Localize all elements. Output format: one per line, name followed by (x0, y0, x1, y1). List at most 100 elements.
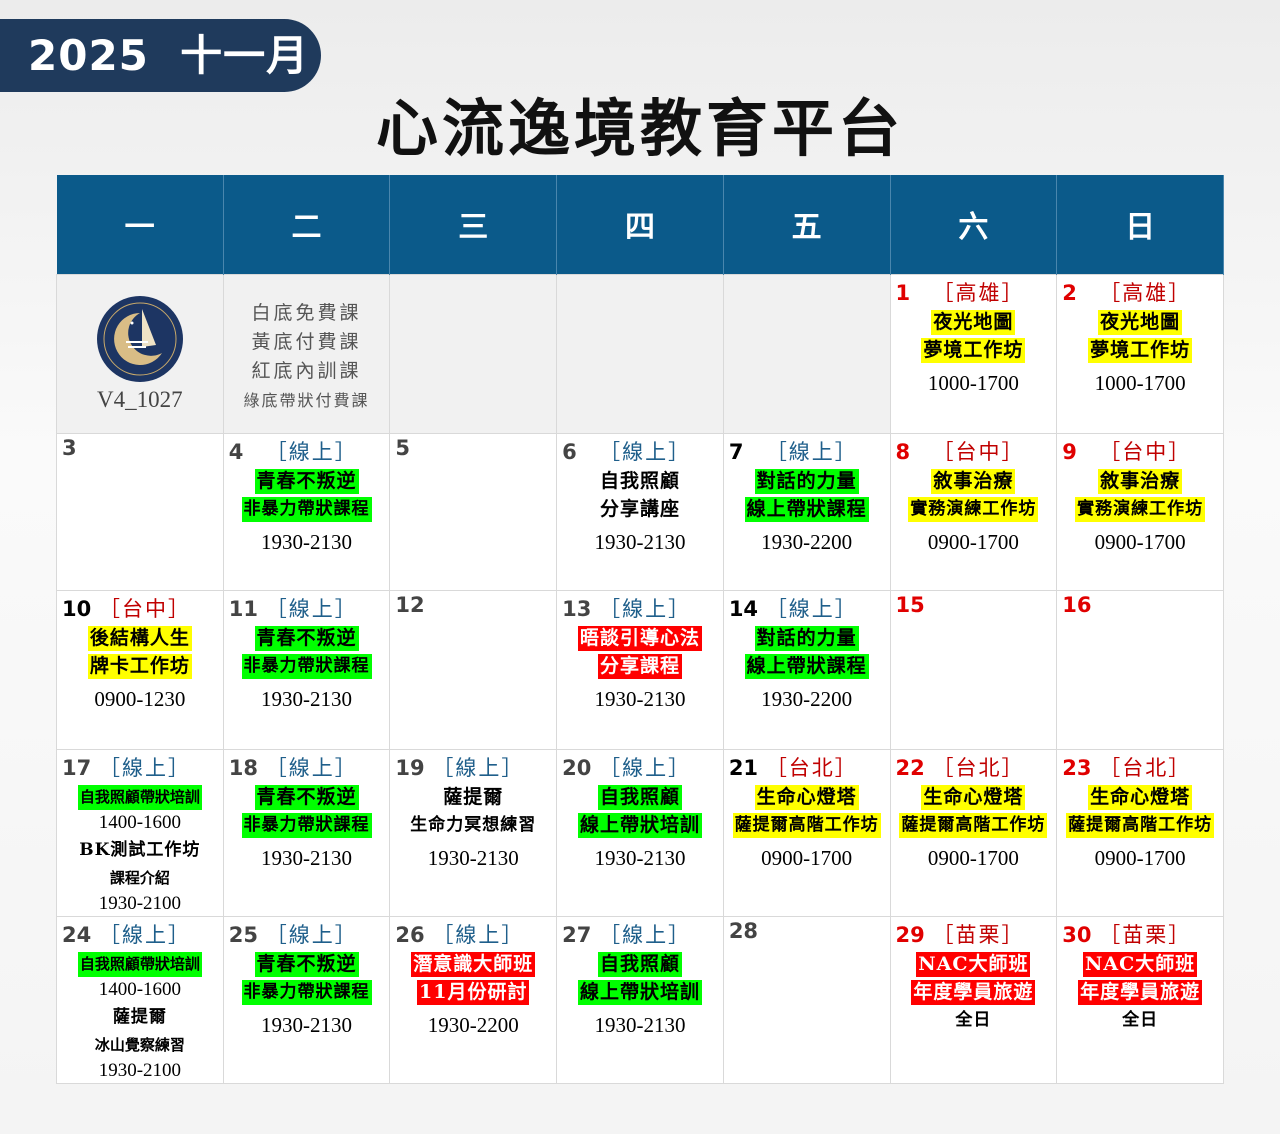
event-title[interactable]: 敘事治療 (931, 468, 1016, 494)
day-cell[interactable]: 30 ［苗栗］ NAC大師班 年度學員旅遊 全日 (1056, 915, 1224, 1084)
day-cell[interactable]: 27 ［線上］ 自我照顧 線上帶狀培訓 1930-2130 (556, 915, 724, 1084)
event-title[interactable]: 生命心燈塔 (1088, 784, 1193, 810)
day-cell[interactable]: 16 (1056, 589, 1224, 750)
event-title[interactable]: 薩提爾 (112, 1006, 167, 1027)
event-title[interactable]: 非暴力帶狀課程 (241, 653, 372, 679)
event-time: 0900-1700 (927, 845, 1019, 870)
day-cell[interactable]: 28 (722, 915, 891, 1084)
calendar-week: V4_1027 白底免費課 黃底付費課 紅底內訓課 綠底帶狀付費課 1 ［高雄］ 夜光地圖 夢境… (56, 273, 1224, 434)
day-cell[interactable]: 19 ［線上］ 薩提爾 生命力冥想練習 1930-2130 (389, 748, 558, 917)
day-cell[interactable]: 5 (389, 432, 558, 591)
day-cell[interactable]: 12 (389, 589, 558, 750)
day-cell[interactable]: 7 ［線上］ 對話的力量 線上帶狀課程 1930-2200 (722, 432, 891, 591)
event-title[interactable]: 青春不叛逆 (254, 625, 359, 651)
event-title[interactable]: 對話的力量 (754, 625, 859, 651)
date-number: 3 (62, 435, 77, 460)
event-time: 1000-1700 (1094, 370, 1186, 395)
date-number: 19 (395, 755, 425, 780)
event-title[interactable]: 晤談引導心法 (577, 625, 702, 651)
event-title[interactable]: 生命心燈塔 (754, 784, 859, 810)
event-title[interactable]: 生命心燈塔 (921, 784, 1026, 810)
event-title[interactable]: 實務演練工作坊 (908, 496, 1039, 522)
event-time: 0900-1700 (761, 845, 853, 870)
event-title[interactable]: 年度學員旅遊 (911, 979, 1036, 1005)
day-cell[interactable]: 23 ［台北］ 生命心燈塔 薩提爾高階工作坊 0900-1700 (1056, 748, 1224, 917)
location-tag: ［台北］ (932, 755, 1025, 780)
event-title[interactable]: 夜光地圖 (931, 309, 1016, 335)
event-title[interactable]: 潛意識大師班 (411, 951, 536, 977)
day-cell[interactable]: 17 ［線上］ 自我照顧帶狀培訓 1400-1600 BK測試工作坊 課程介紹 1930-2… (56, 748, 224, 917)
legend-item: 黃底付費課 (251, 330, 362, 353)
event-title[interactable]: NAC大師班 (1082, 951, 1198, 977)
event-time: 1930-2130 (427, 845, 519, 870)
event-title[interactable]: 冰山覺察練習 (94, 1035, 185, 1054)
event-title[interactable]: 牌卡工作坊 (87, 653, 192, 679)
event-title[interactable]: 薩提爾高階工作坊 (732, 812, 881, 838)
event-title[interactable]: 青春不叛逆 (254, 951, 359, 977)
event-title[interactable]: 敘事治療 (1098, 468, 1183, 494)
event-title[interactable]: 自我照顧帶狀培訓 (77, 951, 202, 977)
day-cell[interactable]: 26 ［線上］ 潛意識大師班 11月份研討 1930-2200 (389, 915, 558, 1084)
event-title[interactable]: 課程介紹 (109, 868, 170, 887)
event-title[interactable]: 年度學員旅遊 (1078, 979, 1203, 1005)
event-title[interactable]: 實務演練工作坊 (1075, 496, 1206, 522)
event-title[interactable]: 自我照顧 (599, 469, 680, 492)
event-title[interactable]: 非暴力帶狀課程 (241, 496, 372, 522)
day-cell[interactable]: 18 ［線上］ 青春不叛逆 非暴力帶狀課程 1930-2130 (222, 748, 391, 917)
event-title[interactable]: 線上帶狀課程 (744, 496, 869, 522)
event-title[interactable]: 分享課程 (597, 653, 682, 679)
event-title[interactable]: 對話的力量 (754, 468, 859, 494)
day-header: 1 ［高雄］ (893, 275, 1055, 307)
day-cell[interactable]: 20 ［線上］ 自我照顧 線上帶狀培訓 1930-2130 (556, 748, 724, 917)
day-cell[interactable]: 25 ［線上］ 青春不叛逆 非暴力帶狀課程 1930-2130 (222, 915, 391, 1084)
day-cell[interactable]: 14 ［線上］ 對話的力量 線上帶狀課程 1930-2200 (722, 589, 891, 750)
event-title[interactable]: 自我照顧 (597, 784, 682, 810)
day-cell[interactable]: 2 ［高雄］ 夜光地圖 夢境工作坊 1000-1700 (1056, 273, 1224, 434)
day-cell[interactable]: 22 ［台北］ 生命心燈塔 薩提爾高階工作坊 0900-1700 (889, 748, 1058, 917)
day-cell[interactable]: 24 ［線上］ 自我照顧帶狀培訓 1400-1600 薩提爾 冰山覺察練習 1930-210… (56, 915, 224, 1084)
event-title[interactable]: 後結構人生 (87, 625, 192, 651)
day-cell[interactable]: 8 ［台中］ 敘事治療 實務演練工作坊 0900-1700 (889, 432, 1058, 591)
event-title[interactable]: 全日 (1122, 1009, 1159, 1030)
event-title[interactable]: 非暴力帶狀課程 (241, 812, 372, 838)
day-header: 12 (392, 591, 554, 623)
event-title[interactable]: 線上帶狀培訓 (577, 812, 702, 838)
day-cell[interactable]: 4 ［線上］ 青春不叛逆 非暴力帶狀課程 1930-2130 (222, 432, 391, 591)
event-title[interactable]: 薩提爾 (443, 785, 504, 808)
event-title[interactable]: 自我照顧帶狀培訓 (77, 784, 202, 810)
event-title[interactable]: 線上帶狀課程 (744, 653, 869, 679)
event-title[interactable]: 自我照顧 (597, 951, 682, 977)
event-time: 1930-2130 (594, 529, 686, 554)
event-title[interactable]: 夢境工作坊 (1088, 337, 1193, 363)
event-title[interactable]: 夢境工作坊 (921, 337, 1026, 363)
event-time: 1930-2130 (594, 845, 686, 870)
event-title[interactable]: 線上帶狀培訓 (577, 979, 702, 1005)
date-number: 7 (728, 439, 744, 464)
day-cell[interactable]: 6 ［線上］ 自我照顧 分享講座 1930-2130 (556, 432, 724, 591)
event-title[interactable]: 青春不叛逆 (254, 468, 359, 494)
event-title[interactable]: BK測試工作坊 (79, 839, 201, 860)
date-number: 13 (562, 596, 592, 621)
event-title[interactable]: 生命力冥想練習 (410, 814, 537, 835)
day-cell[interactable]: 9 ［台中］ 敘事治療 實務演練工作坊 0900-1700 (1056, 432, 1224, 591)
day-cell[interactable]: 1 ［高雄］ 夜光地圖 夢境工作坊 1000-1700 (889, 273, 1058, 434)
event-title[interactable]: 夜光地圖 (1098, 309, 1183, 335)
day-cell[interactable]: 13 ［線上］ 晤談引導心法 分享課程 1930-2130 (556, 589, 724, 750)
event-title[interactable]: 薩提爾高階工作坊 (899, 812, 1048, 838)
date-number: 14 (728, 596, 759, 621)
event-title[interactable]: NAC大師班 (916, 951, 1031, 977)
day-header: 3 (59, 434, 221, 466)
day-cell[interactable]: 21 ［台北］ 生命心燈塔 薩提爾高階工作坊 0900-1700 (722, 748, 891, 917)
event-title[interactable]: 全日 (955, 1009, 992, 1030)
event-title[interactable]: 非暴力帶狀課程 (241, 979, 372, 1005)
event-title[interactable]: 薩提爾高階工作坊 (1066, 812, 1215, 838)
day-cell[interactable]: 3 (56, 432, 224, 591)
location-tag: ［高雄］ (1099, 280, 1192, 305)
day-cell[interactable]: 15 (889, 589, 1058, 750)
day-cell[interactable]: 29 ［苗栗］ NAC大師班 年度學員旅遊 全日 (889, 915, 1058, 1084)
event-title[interactable]: 11月份研討 (417, 979, 530, 1005)
day-cell[interactable]: 11 ［線上］ 青春不叛逆 非暴力帶狀課程 1930-2130 (222, 589, 391, 750)
day-cell[interactable]: 10 ［台中］ 後結構人生 牌卡工作坊 0900-1230 (56, 589, 224, 750)
event-title[interactable]: 青春不叛逆 (254, 784, 359, 810)
event-title[interactable]: 分享講座 (599, 497, 680, 520)
